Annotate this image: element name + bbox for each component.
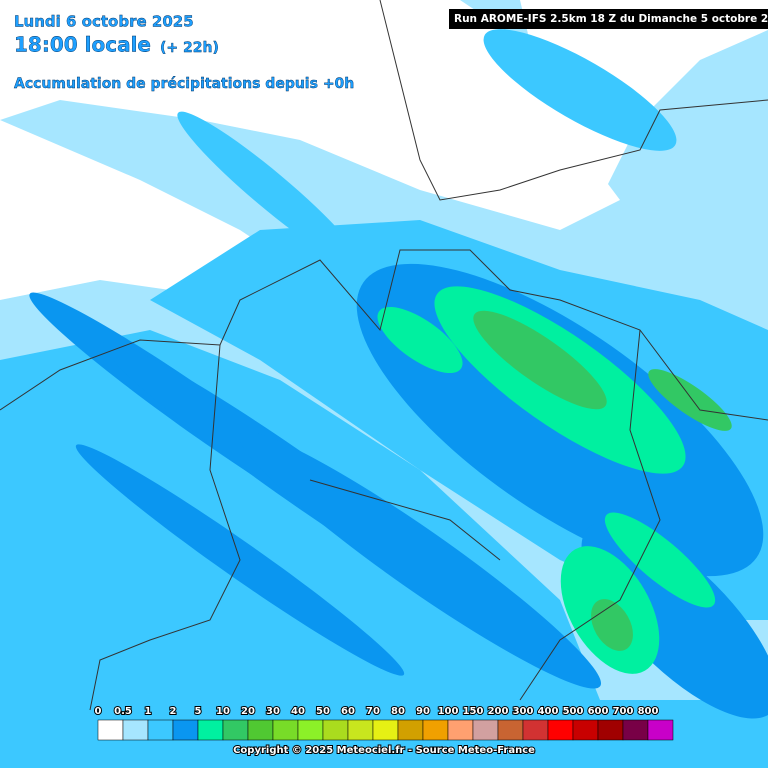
legend-swatch [222, 719, 249, 741]
legend-label: 100 [438, 706, 459, 717]
legend-label: 200 [488, 706, 509, 717]
legend: 0 0.5 1 2 5 10 20 30 40 50 60 70 80 90 100 150 200 300 400… [94, 705, 674, 741]
run-info: Run AROME-IFS 2.5km 18 Z du Dimanche 5 o… [454, 13, 768, 25]
legend-swatch [322, 719, 349, 741]
legend-swatch [547, 719, 574, 741]
legend-label: 40 [291, 706, 305, 717]
legend-swatch [422, 719, 449, 741]
legend-swatch [297, 719, 324, 741]
legend-label: 800 [638, 706, 659, 717]
legend-label: 600 [588, 706, 609, 717]
legend-label: 2 [170, 706, 177, 717]
legend-label: 90 [416, 706, 430, 717]
legend-label: 500 [563, 706, 584, 717]
legend-swatch [497, 719, 524, 741]
date: Lundi 6 octobre 2025 [14, 13, 194, 31]
legend-swatch [597, 719, 624, 741]
legend-label: 150 [463, 706, 484, 717]
legend-swatch [372, 719, 399, 741]
legend-label: 0 [95, 706, 102, 717]
legend-label: 300 [513, 706, 534, 717]
legend-swatch [447, 719, 474, 741]
legend-swatch [122, 719, 149, 741]
legend-swatch [272, 719, 299, 741]
legend-label: 1 [145, 706, 152, 717]
borders [0, 0, 768, 711]
legend-swatch [522, 719, 549, 741]
legend-label: 30 [266, 706, 280, 717]
lead-time: (+ 22h) [160, 40, 219, 56]
legend-swatch [347, 719, 374, 741]
legend-label: 50 [316, 706, 330, 717]
legend-swatch [647, 719, 674, 741]
legend-label: 400 [538, 706, 559, 717]
run-box [449, 9, 768, 29]
legend-label: 20 [241, 706, 255, 717]
legend-swatch [397, 719, 424, 741]
legend-label: 70 [366, 706, 380, 717]
legend-swatch [472, 719, 499, 741]
legend-swatch [572, 719, 599, 741]
legend-swatch [197, 719, 224, 741]
legend-swatch [97, 719, 124, 741]
legend-swatch [147, 719, 174, 741]
legend-label: 700 [613, 706, 634, 717]
legend-swatch [172, 719, 199, 741]
legend-label: 80 [391, 706, 405, 717]
legend-swatch [622, 719, 649, 741]
legend-label: 60 [341, 706, 355, 717]
legend-label: 0.5 [114, 706, 132, 717]
legend-label: 10 [216, 706, 230, 717]
field-name: Accumulation de précipitations depuis +0… [14, 76, 354, 92]
legend-label: 5 [195, 706, 202, 717]
time: 18:00 locale [14, 33, 151, 57]
copyright: Copyright © 2025 Meteociel.fr - Source M… [233, 745, 535, 756]
legend-swatch [247, 719, 274, 741]
